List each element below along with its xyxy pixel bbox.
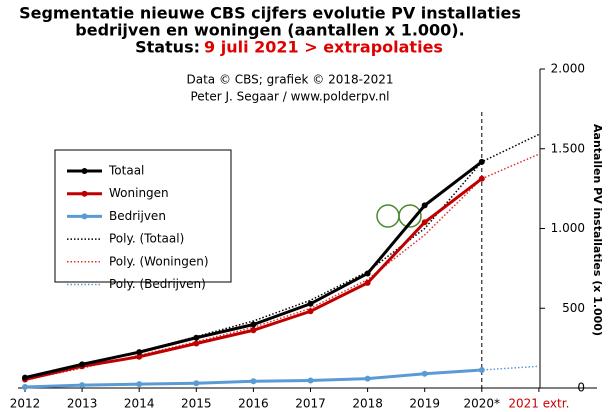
x-tick-label: 2016: [238, 397, 269, 411]
legend-marker: [81, 190, 88, 197]
x-tick-label: 2012: [10, 397, 41, 411]
point: [136, 353, 143, 360]
point: [478, 175, 485, 182]
point: [307, 300, 314, 307]
status-date: 9 juli 2021 > extrapolaties: [204, 38, 443, 57]
point: [421, 370, 428, 377]
chart-title: bedrijven en woningen (aantallen x 1.000…: [75, 21, 464, 40]
legend-label: Bedrijven: [109, 209, 166, 223]
point: [364, 279, 371, 286]
point: [136, 381, 143, 388]
point: [364, 270, 371, 277]
legend-label: Poly. (Bedrijven): [109, 277, 206, 291]
point: [478, 366, 485, 373]
chart-title: Segmentatie nieuwe CBS cijfers evolutie …: [19, 4, 521, 23]
y-tick-label: 0: [577, 381, 585, 395]
point: [421, 219, 428, 226]
subtitle: Data © CBS; grafiek © 2018-2021: [187, 73, 394, 87]
point: [79, 382, 86, 389]
x-tick-label: 2015: [181, 397, 212, 411]
x-tick-label: 2019: [409, 397, 440, 411]
point: [307, 308, 314, 315]
y-tick-label: 2.000: [551, 62, 585, 76]
legend-label: Totaal: [108, 164, 144, 178]
point: [136, 349, 143, 356]
legend-label: Poly. (Totaal): [109, 232, 184, 246]
annotation-circle: [376, 204, 400, 228]
point: [250, 327, 257, 334]
x-tick-label: 2017: [295, 397, 326, 411]
point: [250, 321, 257, 328]
point: [250, 378, 257, 385]
point: [79, 361, 86, 368]
point: [364, 375, 371, 382]
x-tick-label: 2013: [67, 397, 98, 411]
point: [421, 202, 428, 209]
x-tick-label: 2021 extr.: [508, 397, 569, 411]
legend-label: Woningen: [109, 186, 169, 200]
y-tick-label: 1.000: [551, 221, 585, 235]
point: [193, 380, 200, 387]
x-tick-label: 2018: [352, 397, 383, 411]
subtitle: Peter J. Segaar / www.polderpv.nl: [190, 90, 389, 104]
x-tick-label: 2014: [124, 397, 155, 411]
legend-marker: [81, 213, 88, 220]
x-tick-label: 2020*: [464, 397, 501, 411]
point: [22, 374, 28, 381]
status-label: Status:: [135, 38, 200, 57]
y-axis-title: Aantallen PV installaties (x 1.000): [591, 124, 604, 336]
point: [307, 377, 314, 384]
point: [193, 334, 200, 341]
annotation-circle: [398, 204, 422, 228]
y-tick-label: 1.500: [551, 141, 585, 155]
legend-marker: [81, 168, 88, 174]
point: [193, 340, 200, 347]
point: [478, 158, 485, 165]
point: [22, 384, 28, 391]
legend-label: Poly. (Woningen): [109, 254, 209, 268]
y-tick-label: 500: [562, 301, 585, 315]
